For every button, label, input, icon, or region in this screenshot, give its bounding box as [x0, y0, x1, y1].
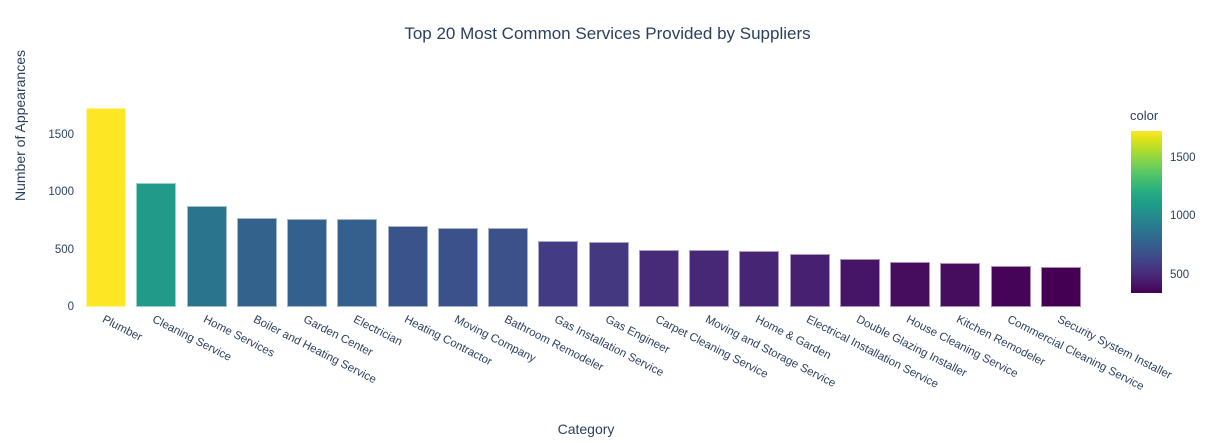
bar-double-glazing-installer[interactable]	[839, 259, 880, 307]
colorbar-tick-label: 500	[1170, 268, 1190, 281]
bar-carpet-cleaning-service[interactable]	[638, 250, 679, 307]
y-tick-label: 1000	[48, 186, 74, 198]
y-tick-label: 0	[67, 301, 74, 313]
y-axis-ticks: 0 500 1000 1500	[0, 98, 74, 314]
colorbar-title: color	[1130, 108, 1159, 123]
bar-kitchen-remodeler[interactable]	[940, 263, 981, 307]
bar-plumber[interactable]	[86, 108, 127, 307]
colorbar-tick-label: 1000	[1170, 210, 1196, 223]
bar-electrical-installation-service[interactable]	[789, 254, 830, 307]
bar-security-system-installer[interactable]	[1040, 267, 1081, 307]
bar-heating-contractor[interactable]	[387, 226, 428, 307]
bar-cleaning-service[interactable]	[136, 183, 177, 307]
x-tick-label: Plumber	[100, 313, 145, 344]
x-tick-label: Heating Contractor	[401, 313, 494, 369]
colorbar-ticks: 500 1000 1500	[1170, 131, 1215, 293]
colorbar-tick-label: 1500	[1170, 151, 1196, 164]
bar-gas-engineer[interactable]	[588, 242, 629, 307]
bar-house-cleaning-service[interactable]	[890, 262, 931, 307]
bar-moving-and-storage-service[interactable]	[689, 250, 730, 307]
x-axis-title: Category	[557, 421, 615, 437]
chart-title: Top 20 Most Common Services Provided by …	[404, 24, 811, 43]
bar-bathroom-remodeler[interactable]	[488, 228, 529, 307]
bar-garden-center[interactable]	[287, 219, 328, 307]
colorbar-gradient	[1131, 131, 1162, 293]
y-tick-label: 1500	[48, 128, 74, 141]
bar-commercial-cleaning-service[interactable]	[990, 266, 1031, 307]
bar-home-services[interactable]	[186, 206, 227, 307]
y-tick-label: 500	[54, 243, 74, 256]
bar-gas-installation-service[interactable]	[538, 241, 579, 307]
bar-moving-company[interactable]	[437, 228, 478, 307]
bar-electrician[interactable]	[337, 219, 378, 307]
bar-home-garden[interactable]	[739, 251, 780, 307]
plot-area	[81, 98, 1086, 307]
bar-boiler-and-heating-service[interactable]	[236, 218, 277, 307]
